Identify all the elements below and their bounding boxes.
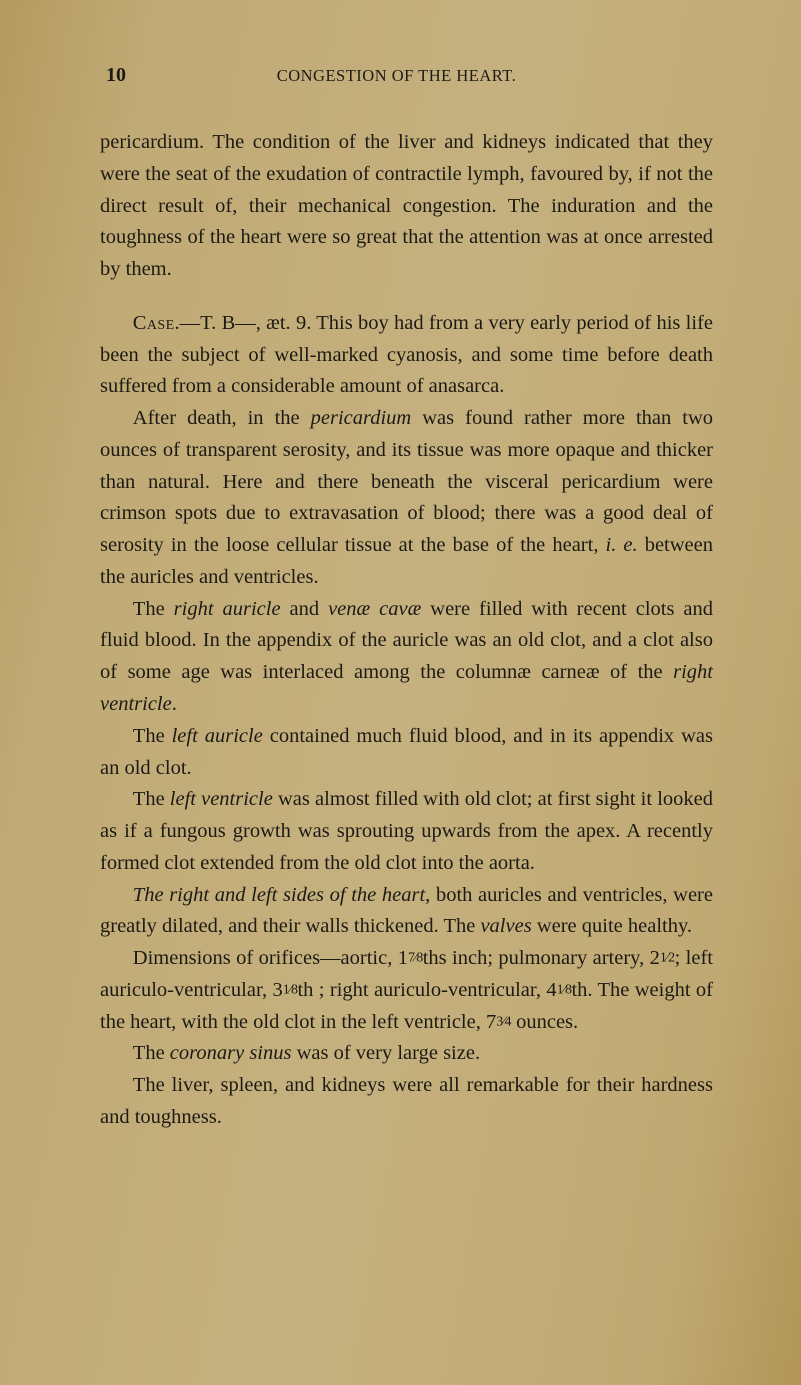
p7-it2: valves — [480, 915, 531, 937]
p5-it1: left auricle — [172, 725, 263, 747]
p9-it1: coronary sinus — [170, 1042, 292, 1064]
paragraph-2: Case.—T. B—, æt. 9. This boy had from a … — [100, 308, 713, 403]
running-title: CONGESTION OF THE HEART. — [86, 66, 707, 86]
p8-f5: 3⁄4 — [496, 1014, 511, 1029]
case-label: Case — [133, 312, 175, 334]
paragraph-4: The right auricle and venæ cavæ were fil… — [100, 594, 713, 721]
p8f: ounces. — [511, 1011, 578, 1033]
p7-it1: The right and left sides of the heart — [133, 884, 425, 906]
p4b: and — [281, 598, 329, 620]
p2-rest: .—T. B—, æt. 9. This boy had from a very… — [100, 312, 713, 398]
p8a: Dimensions of orifices—aortic, 1 — [133, 947, 408, 969]
paragraph-3: After death, in the pericardium was foun… — [100, 403, 713, 594]
p8-f2: 1⁄2 — [660, 951, 675, 966]
p9a: The — [133, 1042, 170, 1064]
p8-f4: 1⁄8 — [557, 982, 572, 997]
book-page: { "header": { "page_number": "10", "runn… — [0, 0, 801, 1385]
p8b: ths inch; pulmonary artery, 2 — [423, 947, 660, 969]
p8-f1: 7⁄8 — [408, 951, 423, 966]
p8-f3: 1⁄8 — [283, 982, 298, 997]
paragraph-6: The left ventricle was almost filled wit… — [100, 784, 713, 879]
page-body: pericardium. The condition of the liver … — [100, 127, 713, 1134]
p7b: were quite healthy. — [532, 915, 692, 937]
p4-it2: venæ cavæ — [328, 598, 421, 620]
p3-it2: i. e. — [606, 534, 638, 556]
paragraph-7: The right and left sides of the heart, b… — [100, 880, 713, 944]
p4d: . — [172, 693, 177, 715]
p4-it1: right auricle — [174, 598, 281, 620]
paragraph-5: The left auricle contained much fluid bl… — [100, 721, 713, 785]
p5a: The — [133, 725, 172, 747]
p6a: The — [133, 788, 170, 810]
p4a: The — [133, 598, 174, 620]
paragraph-10: The liver, spleen, and kidneys were all … — [100, 1070, 713, 1134]
page-header: 10 CONGESTION OF THE HEART. — [100, 64, 713, 87]
paragraph-9: The coronary sinus was of very large siz… — [100, 1038, 713, 1070]
p6-it1: left ventricle — [170, 788, 273, 810]
paragraph-1: pericardium. The condition of the liver … — [100, 127, 713, 286]
p3a: After death, in the — [133, 407, 311, 429]
paragraph-8: Dimensions of orifices—aortic, 17⁄8ths i… — [100, 943, 713, 1038]
p9b: was of very large size. — [291, 1042, 480, 1064]
p3-it1: pericardium — [311, 407, 412, 429]
p8d: th ; right auriculo-ventricular, 4 — [297, 979, 556, 1001]
